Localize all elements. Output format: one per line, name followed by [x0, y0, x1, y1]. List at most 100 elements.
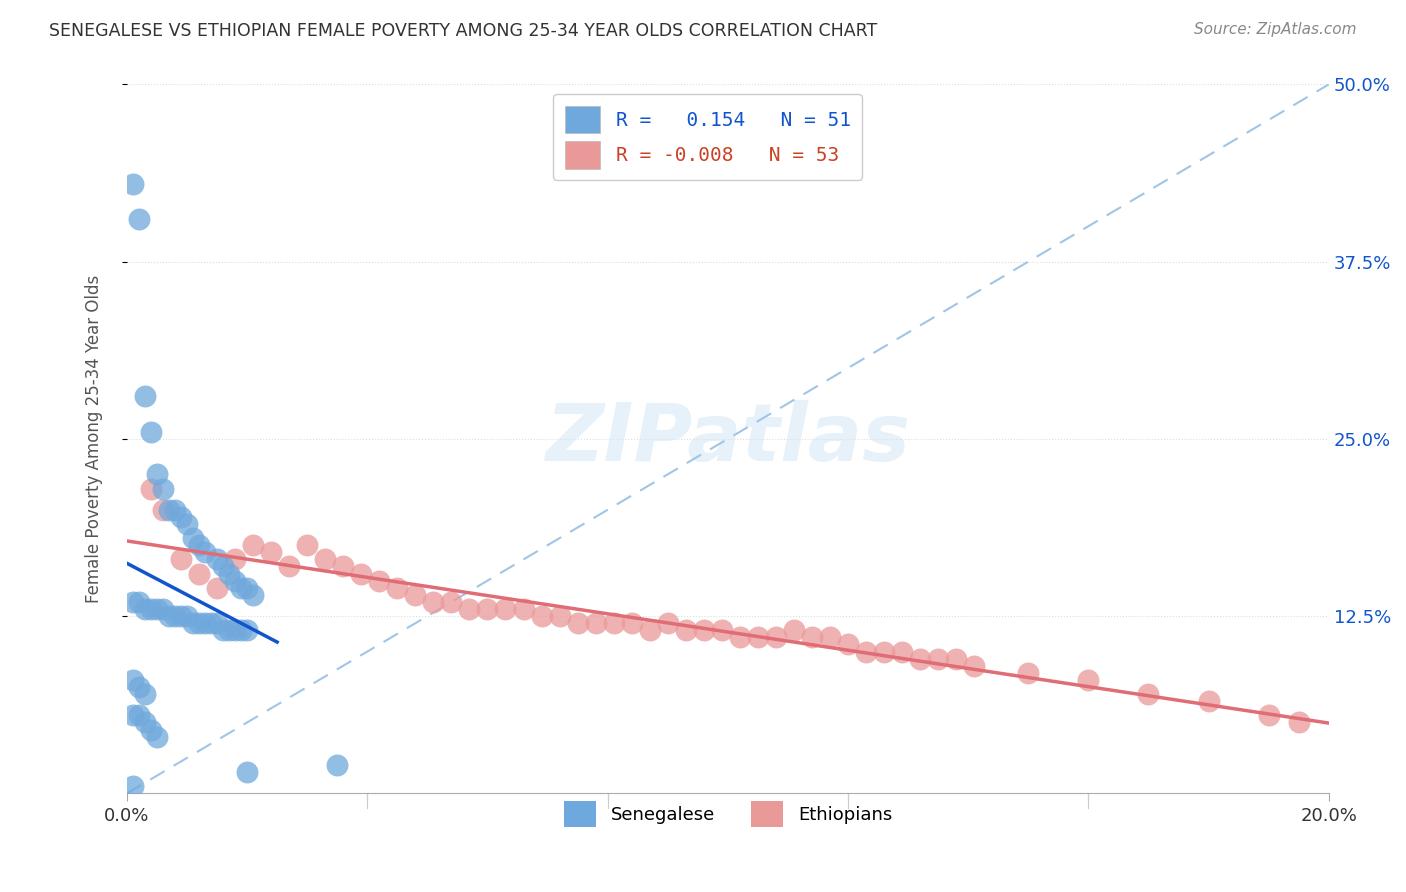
Point [675, 624, 697, 638]
Point [122, 779, 145, 793]
Point [260, 545, 283, 559]
Point [218, 566, 240, 581]
Point [963, 658, 986, 673]
Point [567, 616, 589, 631]
Point [585, 616, 607, 631]
Point [194, 616, 217, 631]
Point [181, 616, 204, 631]
Point [927, 651, 949, 665]
Point [368, 574, 391, 588]
Point [326, 758, 349, 772]
Point [170, 509, 193, 524]
Point [229, 624, 252, 638]
Point [765, 631, 787, 645]
Point [163, 609, 186, 624]
Point [224, 624, 246, 638]
Point [908, 651, 931, 665]
Point [1017, 665, 1039, 680]
Point [229, 581, 252, 595]
Point [1137, 687, 1160, 701]
Point [176, 516, 198, 531]
Point [404, 588, 426, 602]
Point [1077, 673, 1099, 687]
Point [134, 602, 156, 616]
Point [170, 609, 193, 624]
Point [495, 602, 517, 616]
Text: SENEGALESE VS ETHIOPIAN FEMALE POVERTY AMONG 25-34 YEAR OLDS CORRELATION CHART: SENEGALESE VS ETHIOPIAN FEMALE POVERTY A… [49, 22, 877, 40]
Point [638, 624, 661, 638]
Point [152, 503, 174, 517]
Text: Source: ZipAtlas.com: Source: ZipAtlas.com [1194, 22, 1357, 37]
Point [224, 574, 246, 588]
Point [873, 644, 896, 658]
Y-axis label: Female Poverty Among 25-34 Year Olds: Female Poverty Among 25-34 Year Olds [86, 275, 103, 603]
Point [422, 595, 444, 609]
Point [176, 609, 198, 624]
Point [128, 680, 150, 694]
Point [278, 559, 301, 574]
Point [128, 212, 150, 227]
Point [146, 730, 169, 744]
Point [139, 482, 162, 496]
Point [218, 624, 240, 638]
Point [134, 389, 156, 403]
Point [530, 609, 553, 624]
Point [891, 644, 914, 658]
Point [128, 595, 150, 609]
Point [194, 545, 217, 559]
Point [657, 616, 679, 631]
Point [134, 715, 156, 730]
Point [188, 538, 211, 552]
Point [139, 425, 162, 439]
Point [458, 602, 481, 616]
Point [205, 581, 228, 595]
Point [139, 602, 162, 616]
Point [122, 708, 145, 723]
Point [146, 467, 169, 482]
Point [212, 559, 235, 574]
Point [163, 503, 186, 517]
Point [134, 687, 156, 701]
Point [477, 602, 499, 616]
Point [188, 566, 211, 581]
Point [236, 581, 259, 595]
Point [157, 609, 180, 624]
Legend: Senegalese, Ethiopians: Senegalese, Ethiopians [557, 794, 900, 834]
Point [710, 624, 733, 638]
Point [205, 552, 228, 566]
Point [1288, 715, 1310, 730]
Point [350, 566, 373, 581]
Point [205, 616, 228, 631]
Point [693, 624, 716, 638]
Point [440, 595, 463, 609]
Point [602, 616, 624, 631]
Point [728, 631, 751, 645]
Point [512, 602, 534, 616]
Point [620, 616, 643, 631]
Point [295, 538, 318, 552]
Point [1198, 694, 1220, 708]
Point [157, 503, 180, 517]
Point [548, 609, 571, 624]
Point [747, 631, 769, 645]
Point [837, 638, 859, 652]
Point [224, 552, 246, 566]
Point [387, 581, 409, 595]
Point [783, 624, 806, 638]
Point [122, 673, 145, 687]
Point [146, 602, 169, 616]
Text: ZIPatlas: ZIPatlas [546, 400, 910, 478]
Point [242, 538, 264, 552]
Point [170, 552, 193, 566]
Point [236, 765, 259, 780]
Point [152, 602, 174, 616]
Point [332, 559, 354, 574]
Point [212, 624, 235, 638]
Point [139, 723, 162, 737]
Point [200, 616, 222, 631]
Point [188, 616, 211, 631]
Point [128, 708, 150, 723]
Point [152, 482, 174, 496]
Point [1257, 708, 1279, 723]
Point [855, 644, 877, 658]
